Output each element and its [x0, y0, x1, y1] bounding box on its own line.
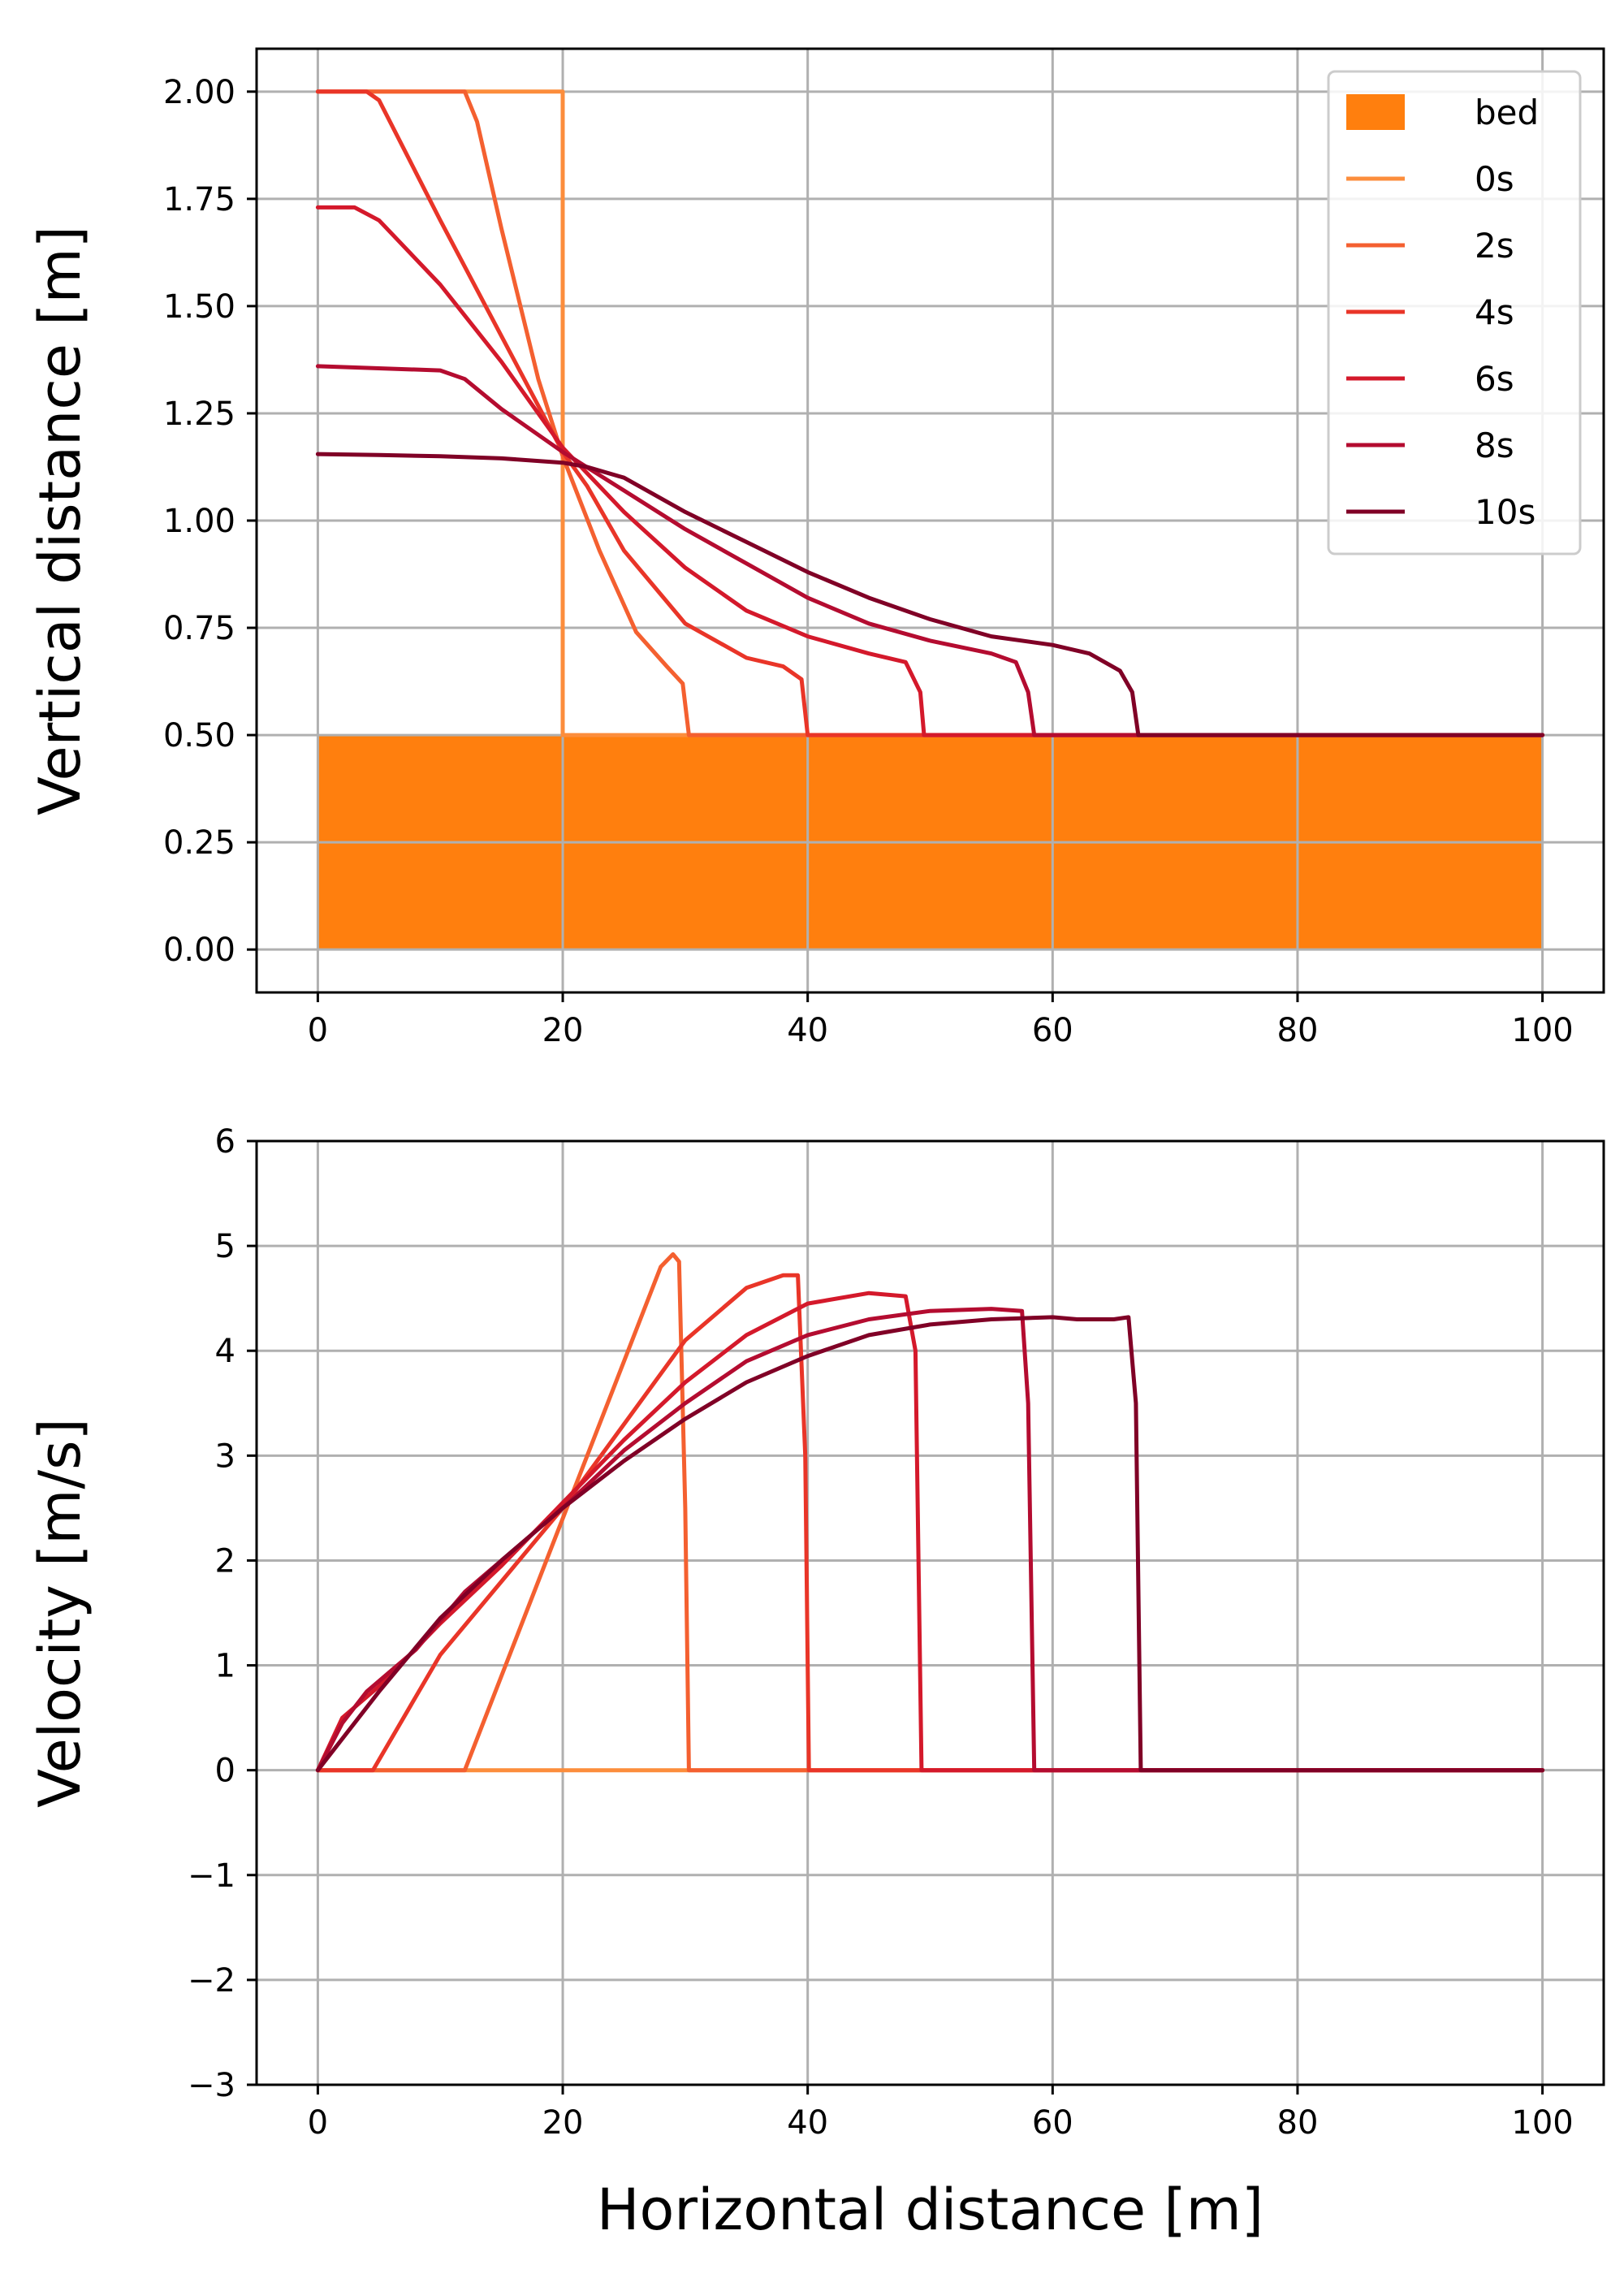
y-tick-label-8: 5 — [215, 1228, 235, 1265]
y-tick-label-6: 3 — [215, 1437, 235, 1475]
legend: bed 0s 2s 4s 6s 8s 10s — [1327, 70, 1582, 556]
series-line-2s — [315, 89, 1545, 737]
series-line-8s — [315, 364, 1545, 737]
axes-frame — [255, 1139, 1605, 2086]
x-tick-label-2: 40 — [787, 1012, 828, 1049]
y-tick-label-5: 2 — [215, 1542, 235, 1580]
legend-label-8s: 8s — [1475, 426, 1514, 465]
legend-label-bed: bed — [1475, 93, 1539, 132]
y-tick-label-6: 1.50 — [163, 288, 235, 326]
y-tick-label-0: −3 — [188, 2067, 235, 2104]
x-tick-label-4: 80 — [1277, 2104, 1319, 2142]
series-line-6s — [315, 205, 1545, 737]
legend-label-4s: 4s — [1475, 292, 1514, 332]
y-tick-label-3: 0.75 — [163, 610, 235, 647]
x-tick-label-5: 100 — [1511, 1012, 1573, 1049]
x-tick-label-5: 100 — [1511, 2104, 1573, 2142]
legend-label-2s: 2s — [1475, 226, 1514, 266]
y-axis-title: Velocity [m/s] — [27, 1418, 93, 1808]
y-tick-label-4: 1 — [215, 1648, 235, 1685]
y-tick-label-1: −2 — [188, 1962, 235, 1999]
water-depth-chart: 0 20 40 60 80 100 0.00 0.25 0.50 0.75 1.00 1.25 1.50… — [27, 47, 1605, 1049]
y-tick-label-3: 0 — [215, 1753, 235, 1790]
x-tick-label-3: 60 — [1032, 2104, 1073, 2142]
x-tick-label-1: 20 — [542, 2104, 584, 2142]
x-tick-label-3: 60 — [1032, 1012, 1073, 1049]
y-tick-label-7: 1.75 — [163, 181, 235, 218]
x-tick-label-1: 20 — [542, 1012, 584, 1049]
y-tick-label-2: 0.50 — [163, 717, 235, 754]
y-tick-label-2: −1 — [188, 1857, 235, 1895]
x-axis-title: Horizontal distance [m] — [597, 2177, 1263, 2243]
legend-label-6s: 6s — [1475, 359, 1514, 399]
legend-swatch-bed — [1346, 94, 1405, 130]
velocity-chart: 0 20 40 60 80 100 −3 −2 −1 0 1 2 3 4 5 6 Velocity [m/s] H… — [27, 1123, 1605, 2243]
y-tick-label-9: 6 — [215, 1123, 235, 1161]
y-tick-label-1: 0.25 — [163, 824, 235, 862]
x-tick-label-0: 0 — [308, 1012, 328, 1049]
series-line-4s — [315, 1273, 1545, 1773]
legend-label-0s: 0s — [1475, 159, 1514, 199]
series-line-10s — [315, 1315, 1545, 1773]
series-line-10s — [315, 452, 1545, 737]
legend-label-10s: 10s — [1475, 492, 1535, 532]
x-tick-label-0: 0 — [308, 2104, 328, 2142]
y-tick-label-8: 2.00 — [163, 74, 235, 111]
y-axis-title: Vertical distance [m] — [27, 226, 93, 815]
y-tick-label-5: 1.25 — [163, 396, 235, 433]
x-tick-label-4: 80 — [1277, 1012, 1319, 1049]
y-tick-label-0: 0.00 — [163, 932, 235, 969]
series-line-4s — [315, 89, 1545, 737]
x-tick-label-2: 40 — [787, 2104, 828, 2142]
series-line-2s — [315, 1252, 1545, 1773]
y-tick-label-4: 1.00 — [163, 503, 235, 540]
y-tick-label-7: 4 — [215, 1333, 235, 1370]
legend-box — [1327, 70, 1582, 556]
